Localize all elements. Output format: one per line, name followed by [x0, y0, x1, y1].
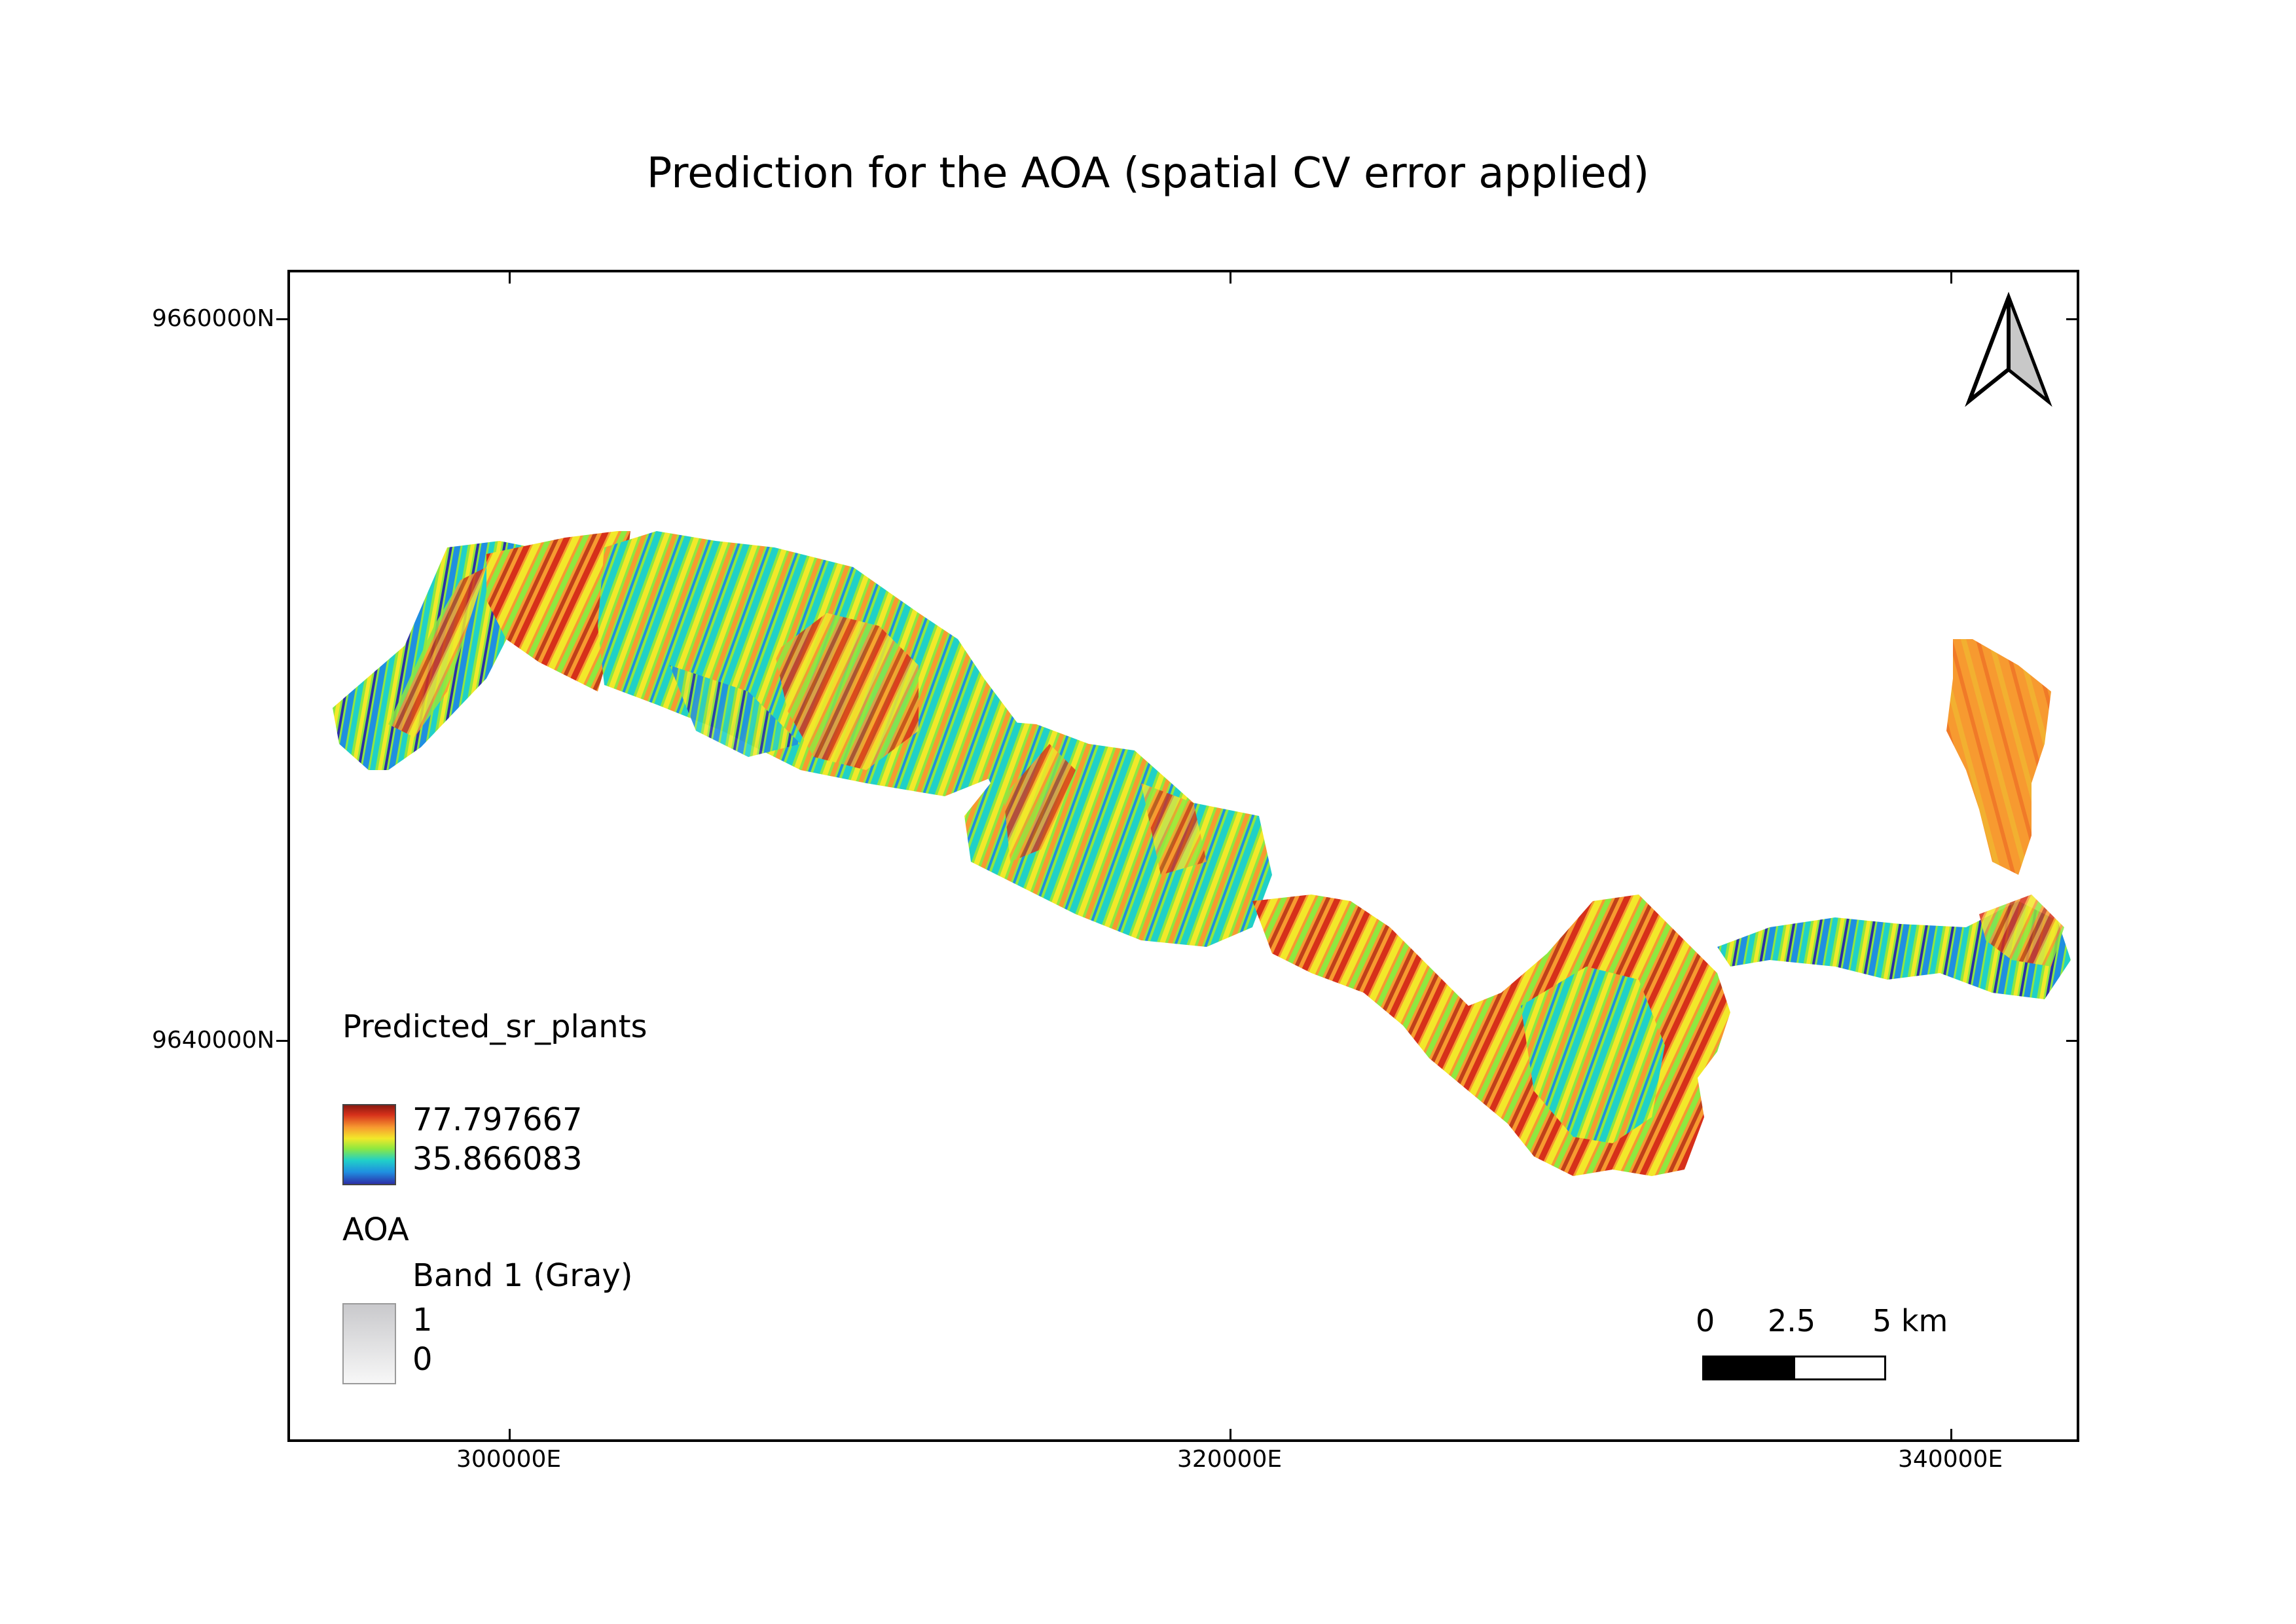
scale-segment-white — [1793, 1356, 1886, 1380]
tick-top-340000 — [1950, 271, 1952, 284]
tick-left-9640000 — [276, 1040, 289, 1042]
legend-layer1-title: Predicted_sr_plants — [342, 1008, 647, 1045]
tick-left-9660000 — [276, 318, 289, 320]
tick-right-9660000 — [2066, 318, 2079, 320]
tick-top-300000 — [509, 271, 511, 284]
tick-bottom-300000 — [509, 1429, 511, 1441]
x-label-320000: 320000E — [1177, 1446, 1283, 1473]
map-title: Prediction for the AOA (spatial CV error… — [646, 149, 1650, 198]
scale-label-2-5: 2.5 — [1768, 1303, 1816, 1338]
tick-bottom-320000 — [1230, 1429, 1231, 1441]
x-label-340000: 340000E — [1898, 1446, 2003, 1473]
x-label-300000: 300000E — [456, 1446, 562, 1473]
scale-label-5km: 5 km — [1872, 1303, 1948, 1338]
north-arrow-icon — [1965, 291, 2052, 407]
map-canvas — [333, 291, 2071, 1176]
legend-prediction-min: 35.866083 — [412, 1141, 583, 1177]
legend-layer2-band: Band 1 (Gray) — [412, 1257, 633, 1294]
y-label-9640000: 9640000N — [152, 1027, 275, 1054]
tick-right-9640000 — [2066, 1040, 2079, 1042]
tick-top-320000 — [1230, 271, 1231, 284]
legend-layer2-title: AOA — [342, 1211, 409, 1248]
legend-aoa-ramp — [342, 1303, 396, 1384]
legend-prediction-ramp — [342, 1104, 396, 1185]
y-label-9660000: 9660000N — [152, 305, 275, 332]
map-frame — [287, 270, 2079, 1442]
prediction-raster — [333, 531, 2071, 1176]
scale-segment-black — [1702, 1356, 1795, 1380]
tick-bottom-340000 — [1950, 1429, 1952, 1441]
legend-prediction-max: 77.797667 — [412, 1101, 583, 1138]
legend-aoa-max: 1 — [412, 1302, 433, 1338]
scale-label-0: 0 — [1696, 1303, 1715, 1338]
legend-aoa-min: 0 — [412, 1341, 433, 1378]
